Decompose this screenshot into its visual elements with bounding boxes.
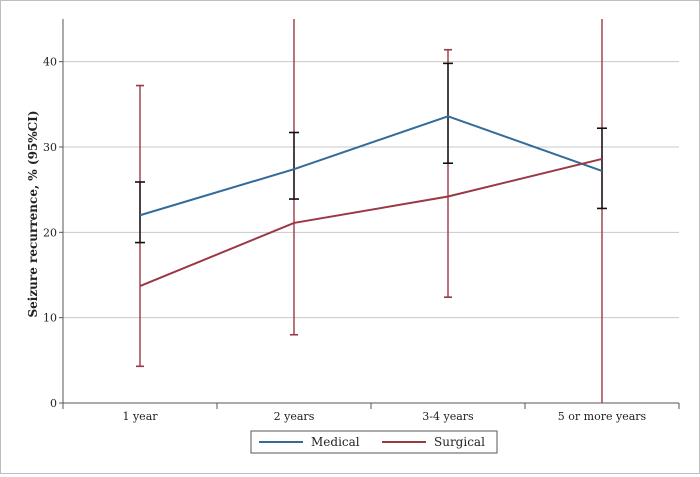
y-tick-label-40: 40 <box>43 56 57 69</box>
legend-box <box>250 430 498 454</box>
x-tick-label-0: 1 year <box>122 410 158 423</box>
x-tick-label-2: 3-4 years <box>422 410 474 423</box>
y-tick-label-30: 30 <box>43 141 57 154</box>
legend: Medical Surgical <box>250 430 498 454</box>
x-tick-label-1: 2 years <box>274 410 315 423</box>
legend-label-surgical: Surgical <box>434 435 485 449</box>
gridlines <box>63 61 679 319</box>
x-tick-label-3: 5 or more years <box>558 410 647 423</box>
y-tick-labels: 0 10 20 30 40 <box>43 56 57 410</box>
series-line-surgical <box>139 157 603 288</box>
series-lines <box>139 115 603 288</box>
error-bars <box>135 19 607 403</box>
y-axis-label: Seizure recurrence, % (95%CI) <box>26 110 40 317</box>
y-tick-label-10: 10 <box>43 312 57 325</box>
series-line-medical <box>139 115 603 217</box>
legend-label-medical: Medical <box>311 435 360 449</box>
y-tick-label-0: 0 <box>50 397 57 410</box>
axes <box>59 19 680 409</box>
x-tick-labels: 1 year 2 years 3-4 years 5 or more years <box>122 410 646 423</box>
y-tick-label-20: 20 <box>43 226 57 239</box>
